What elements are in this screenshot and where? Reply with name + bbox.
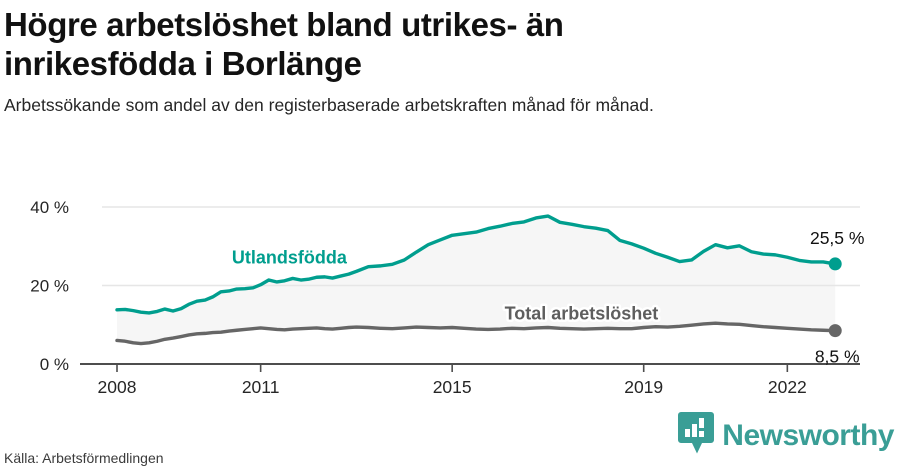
page-title: Högre arbetslöshet bland utrikes- än inr… <box>4 6 564 82</box>
series-inline-labels: Utlandsfödda Total arbetslöshet <box>229 245 660 326</box>
end-label-total: 8,5 % <box>815 347 860 367</box>
series-line-foreign-born <box>115 214 837 315</box>
chart-header: Högre arbetslöshet bland utrikes- än inr… <box>0 0 900 117</box>
series-label-total: Total arbetslöshet <box>505 304 659 324</box>
y-tick-label-0: 0 % <box>40 355 69 374</box>
line-chart-svg: 0 % 20 % 40 % 2008 2011 2015 2019 2022 25,5 % 8… <box>30 198 864 397</box>
series-label-foreign-born: Utlandsfödda <box>232 248 348 268</box>
gridlines <box>102 206 860 287</box>
end-label-foreign-born: 25,5 % <box>810 228 864 248</box>
chart-footer: Källa: Arbetsförmedlingen Newsworthy <box>0 412 900 474</box>
chart-plot-area: 0 % 20 % 40 % 2008 2011 2015 2019 2022 25,5 % 8… <box>0 186 900 401</box>
x-tick-label-2011: 2011 <box>242 377 280 397</box>
y-tick-label-20: 20 % <box>30 277 69 296</box>
series-lines <box>115 214 837 346</box>
y-tick-label-40: 40 % <box>30 198 69 217</box>
series-endpoint-foreign-born <box>828 257 842 271</box>
series-line-total <box>115 321 837 346</box>
x-tick-label-2008: 2008 <box>98 377 137 397</box>
x-axis-tick-labels: 2008 2011 2015 2019 2022 <box>98 377 807 397</box>
x-axis <box>80 363 860 372</box>
x-tick-label-2019: 2019 <box>624 377 663 397</box>
series-end-value-labels: 25,5 % 8,5 % <box>810 228 864 367</box>
newsworthy-logo[interactable]: Newsworthy <box>678 411 894 460</box>
brand-name: Newsworthy <box>722 418 894 452</box>
x-tick-label-2022: 2022 <box>768 377 807 397</box>
band-between-series <box>117 216 836 344</box>
source-credit: Källa: Arbetsförmedlingen <box>4 450 164 466</box>
y-axis-tick-labels: 0 % 20 % 40 % <box>30 198 69 374</box>
series-endpoints <box>828 257 842 338</box>
between-series-band <box>117 216 836 344</box>
chart-subtitle: Arbetssökande som andel av den registerb… <box>4 94 654 115</box>
series-endpoint-total <box>828 324 842 338</box>
speech-bubble-bar-chart-icon <box>678 411 715 460</box>
x-tick-label-2015: 2015 <box>433 377 472 397</box>
